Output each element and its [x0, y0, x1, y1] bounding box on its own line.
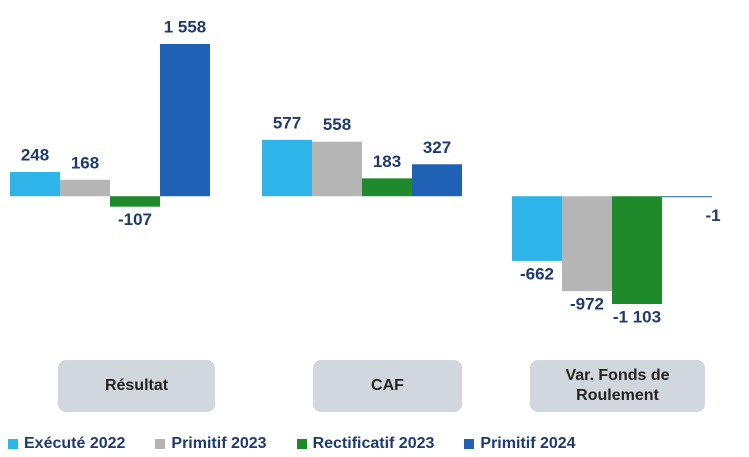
- legend-label: Rectificatif 2023: [312, 435, 435, 452]
- bar: [60, 179, 110, 197]
- bar: [562, 196, 612, 292]
- data-label: -1: [705, 206, 720, 225]
- legend-swatch: [8, 439, 18, 449]
- legend-swatch: [296, 439, 307, 449]
- legend-label: Primitif 2023: [171, 435, 267, 452]
- data-label: 558: [323, 115, 351, 134]
- data-label: 183: [373, 152, 401, 171]
- legend-item: Rectificatif 2023: [296, 435, 435, 453]
- bar: [612, 196, 662, 304]
- bar: [512, 196, 562, 261]
- bar: [262, 139, 312, 197]
- bar: [110, 196, 160, 207]
- data-label: 248: [21, 145, 49, 164]
- legend-label: Primitif 2024: [480, 435, 576, 452]
- data-label: -107: [118, 210, 152, 229]
- data-label: 168: [71, 153, 99, 172]
- legend-swatch: [155, 439, 166, 449]
- legend-item: Exécuté 2022: [8, 435, 125, 453]
- bar: [362, 178, 412, 197]
- category-label: CAF: [313, 360, 462, 412]
- category-label: Var. Fonds de Roulement: [530, 360, 705, 412]
- legend-item: Primitif 2023: [155, 435, 267, 453]
- data-label: 1 558: [164, 17, 207, 36]
- data-label: -972: [570, 295, 604, 314]
- category-label: Résultat: [58, 360, 215, 412]
- bar: [160, 44, 210, 197]
- data-label: 327: [423, 138, 451, 157]
- legend-item: Primitif 2024: [464, 435, 576, 453]
- bar: [10, 171, 60, 197]
- legend-swatch: [464, 439, 475, 449]
- legend-label: Exécuté 2022: [24, 435, 126, 452]
- data-label: -1 103: [613, 307, 661, 326]
- bar: [312, 141, 362, 197]
- bar: [412, 164, 462, 197]
- data-label: -662: [520, 264, 554, 283]
- bar: [662, 196, 712, 198]
- data-label: 577: [273, 113, 301, 132]
- legend: Exécuté 2022 Primitif 2023 Rectificatif 20…: [8, 432, 748, 456]
